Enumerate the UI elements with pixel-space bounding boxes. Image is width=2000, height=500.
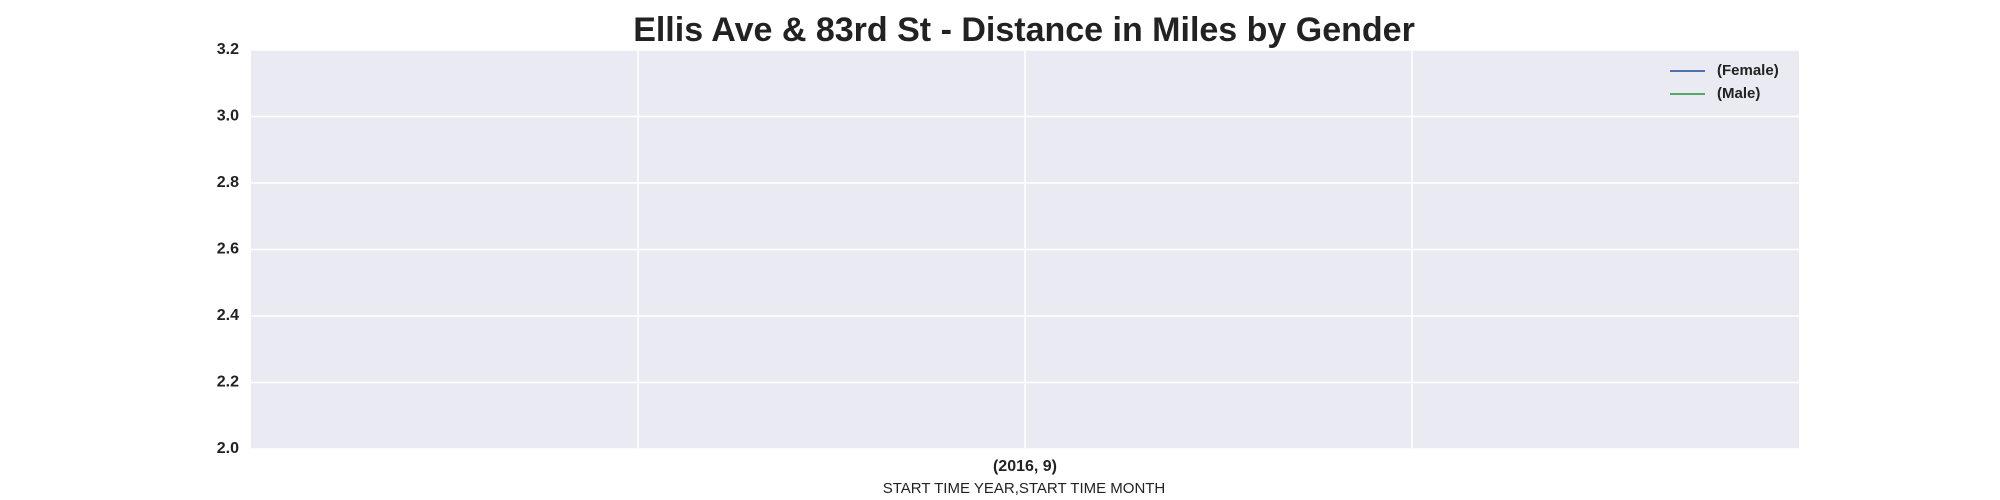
y-tick-label: 2.2 bbox=[217, 374, 239, 391]
legend-label: (Male) bbox=[1717, 85, 1760, 102]
x-axis-label: START TIME YEAR,START TIME MONTH bbox=[883, 480, 1166, 497]
y-tick-label: 2.6 bbox=[217, 241, 239, 258]
y-tick-label: 3.0 bbox=[217, 108, 239, 125]
y-tick-label: 2.4 bbox=[217, 307, 239, 324]
chart-title: Ellis Ave & 83rd St - Distance in Miles … bbox=[633, 11, 1415, 49]
y-tick-label: 2.8 bbox=[217, 174, 239, 191]
x-tick-label: (2016, 9) bbox=[993, 458, 1057, 475]
legend-label: (Female) bbox=[1717, 62, 1779, 79]
y-tick-label: 2.0 bbox=[217, 440, 239, 457]
y-tick-label: 3.2 bbox=[217, 41, 239, 58]
